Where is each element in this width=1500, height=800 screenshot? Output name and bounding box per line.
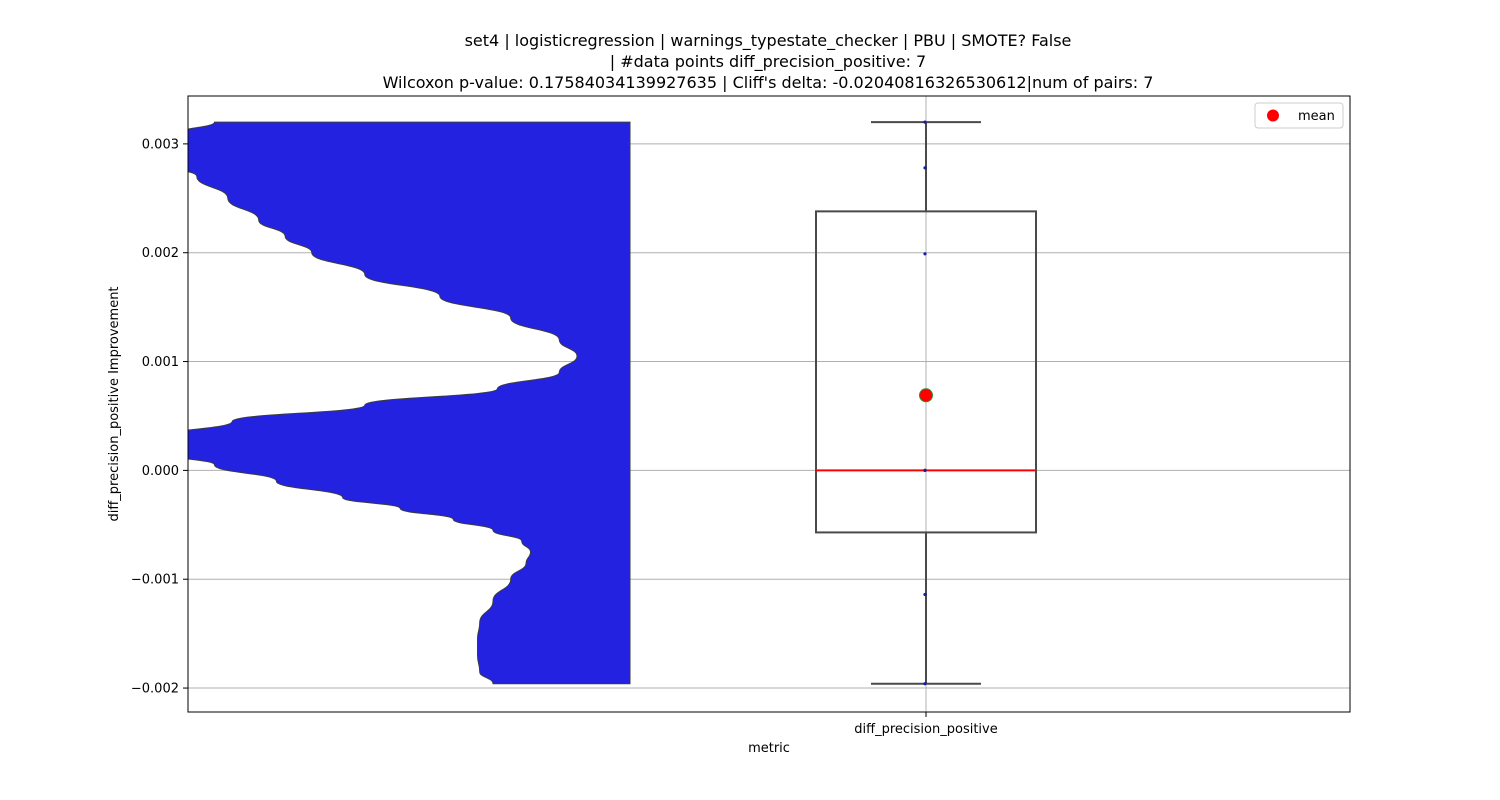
data-point [923,682,927,686]
y-axis-label: diff_precision_positive Improvement [107,286,122,521]
violin-body [188,121,631,685]
violin-plot [188,121,631,685]
box-iqr [815,210,1037,534]
data-point [923,120,927,124]
data-point [923,468,927,472]
y-tick-label: 0.000 [142,464,179,479]
y-tick-label: −0.002 [131,682,179,697]
legend-mean-marker [1267,109,1279,122]
y-tick-label: −0.001 [131,573,179,588]
x-axis-ticks: diff_precision_positive [854,712,998,737]
mean-marker [919,388,933,403]
data-point [923,252,927,256]
plot-area-frame [187,95,1351,713]
y-tick-label: 0.002 [142,246,179,261]
legend-frame [1254,102,1344,129]
legend-mean-label: mean [1298,109,1335,124]
legend: mean [1254,102,1344,129]
data-points [923,120,927,686]
x-tick-label: diff_precision_positive [854,722,997,737]
title-line-1: set4 | logisticregression | warnings_typ… [465,31,1072,51]
y-tick-label: 0.001 [142,355,179,370]
x-axis-label: metric [748,741,790,756]
chart-title: set4 | logisticregression | warnings_typ… [383,31,1154,92]
title-line-3: Wilcoxon p-value: 0.17584034139927635 | … [383,73,1154,92]
y-axis-ticks: −0.002 −0.001 0.000 0.001 0.002 0.003 [131,137,188,697]
data-point [923,166,927,170]
data-point [923,592,927,597]
y-tick-label: 0.003 [142,137,179,152]
title-line-2: | #data points diff_precision_positive: … [610,52,926,72]
